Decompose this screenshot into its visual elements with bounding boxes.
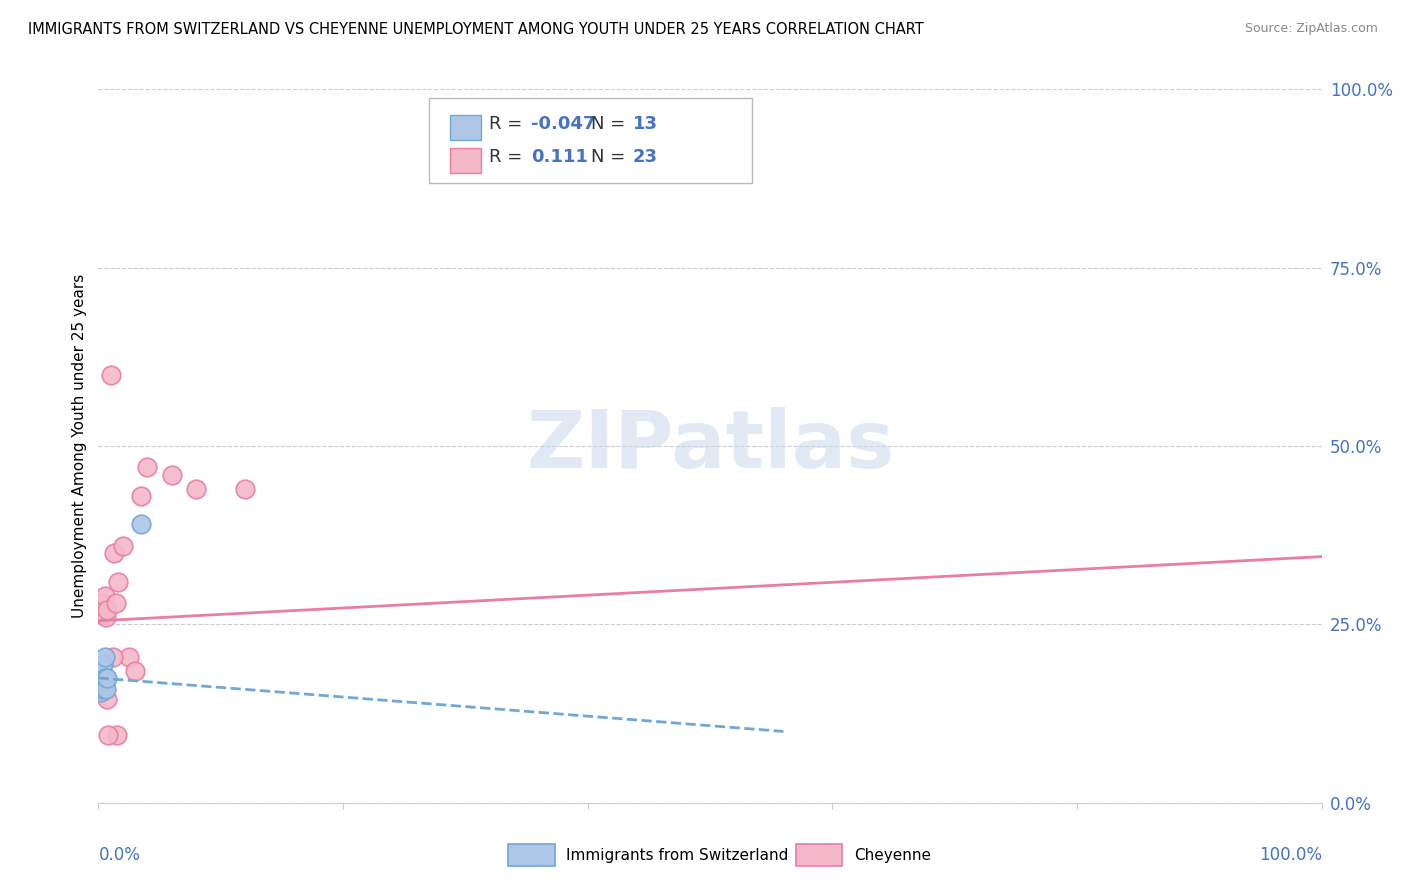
Point [93, 589, 115, 603]
Point [93, 649, 115, 664]
Point [100, 368, 122, 382]
Point [89, 671, 111, 685]
Point [129, 489, 152, 503]
Point [97, 728, 120, 742]
Text: 100.0%: 100.0% [1258, 846, 1322, 863]
Text: 0.0%: 0.0% [98, 846, 141, 863]
Point [96, 603, 118, 617]
Point [91, 681, 114, 696]
Point [90, 674, 112, 689]
Y-axis label: Unemployment Among Youth under 25 years: Unemployment Among Youth under 25 years [72, 274, 87, 618]
Point [90, 607, 112, 621]
Point [101, 649, 124, 664]
Point [124, 664, 146, 678]
Text: Immigrants from Switzerland: Immigrants from Switzerland [565, 848, 789, 863]
Text: Source: ZipAtlas.com: Source: ZipAtlas.com [1244, 22, 1378, 36]
Point [129, 517, 152, 532]
Point [94, 681, 117, 696]
Text: R =: R = [489, 148, 529, 166]
Point [91, 664, 114, 678]
Point [136, 460, 159, 475]
Text: ZIPatlas: ZIPatlas [526, 407, 894, 485]
Point [233, 482, 256, 496]
Point [105, 728, 128, 742]
Point [93, 671, 115, 685]
Text: IMMIGRANTS FROM SWITZERLAND VS CHEYENNE UNEMPLOYMENT AMONG YOUTH UNDER 25 YEARS : IMMIGRANTS FROM SWITZERLAND VS CHEYENNE … [28, 22, 924, 37]
Point [90, 685, 112, 699]
Point [107, 574, 129, 589]
Point [186, 482, 208, 496]
Point [91, 603, 114, 617]
Point [103, 546, 125, 560]
Point [118, 649, 141, 664]
Text: N =: N = [591, 148, 630, 166]
Text: -0.047: -0.047 [531, 115, 596, 133]
Point [89, 678, 111, 692]
Text: N =: N = [591, 115, 630, 133]
Point [160, 467, 183, 482]
Point [111, 539, 134, 553]
Point [93, 678, 115, 692]
Point [91, 674, 114, 689]
Point [104, 596, 127, 610]
Text: 0.111: 0.111 [531, 148, 588, 166]
Point [94, 610, 117, 624]
FancyBboxPatch shape [796, 844, 842, 865]
Text: 13: 13 [633, 115, 658, 133]
Point [96, 671, 118, 685]
Point [91, 596, 114, 610]
Point [91, 657, 114, 671]
Point [96, 692, 118, 706]
Text: Cheyenne: Cheyenne [855, 848, 931, 863]
Text: 23: 23 [633, 148, 658, 166]
Text: R =: R = [489, 115, 529, 133]
FancyBboxPatch shape [508, 844, 555, 865]
